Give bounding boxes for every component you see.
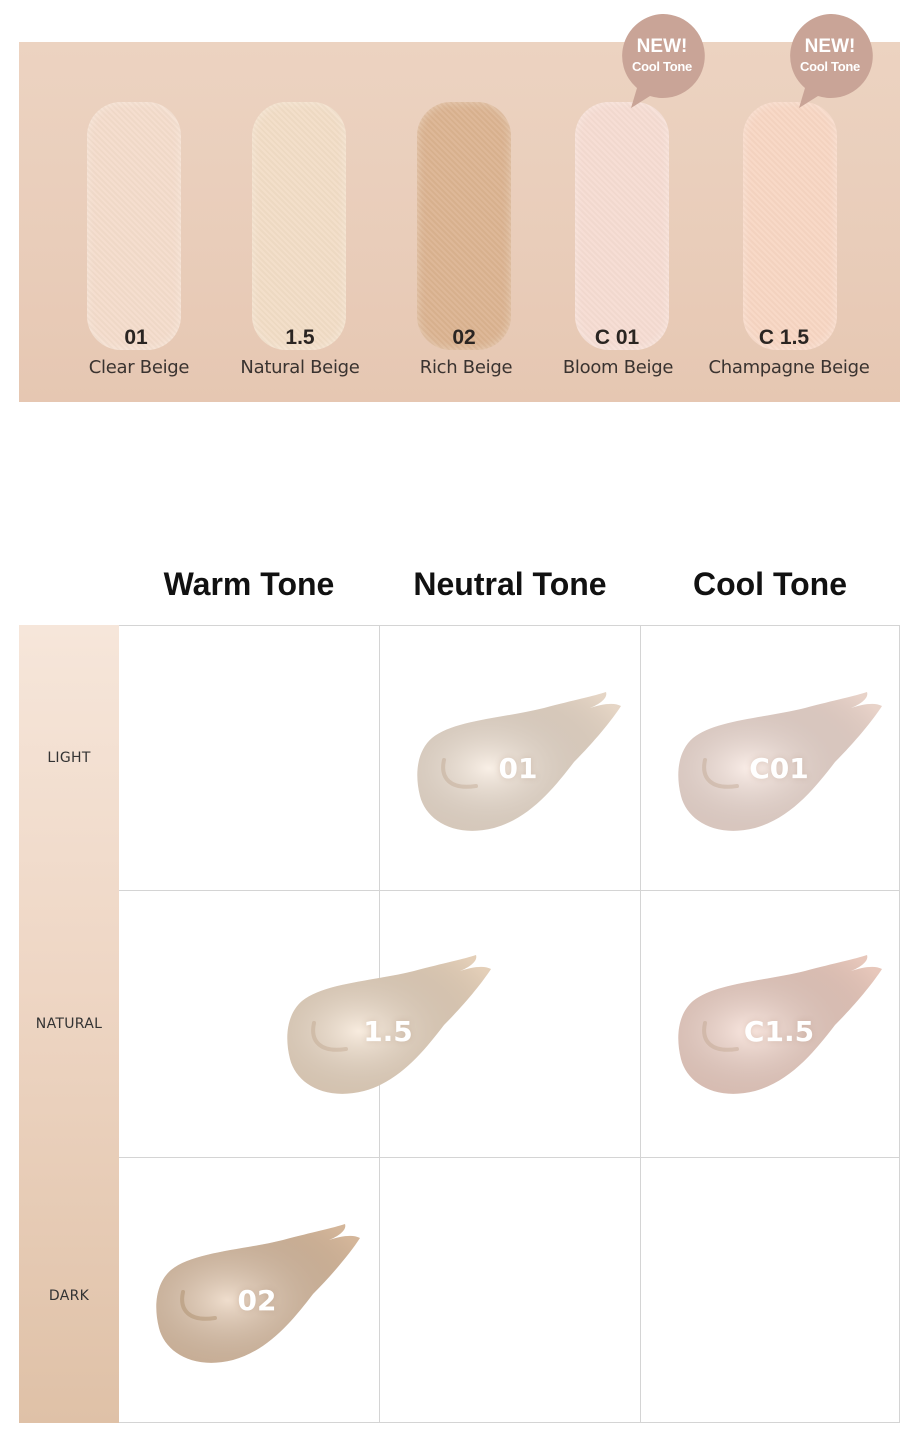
smear-label: 1.5 — [363, 1015, 413, 1048]
row-label-natural: NATURAL — [35, 1016, 103, 1032]
shade-name: Clear Beige — [88, 357, 190, 378]
shade-name: Bloom Beige — [562, 357, 674, 378]
shade-code: C 1.5 — [758, 326, 810, 349]
grid-line — [119, 890, 900, 891]
column-header-cool: Cool Tone — [692, 566, 848, 602]
swatch-1-5 — [252, 102, 346, 350]
new-cool-tone-badge: NEW! Cool Tone — [619, 14, 705, 110]
smear-label: 01 — [498, 752, 538, 785]
smear-label: 02 — [237, 1284, 277, 1317]
smear-c01: C01 — [675, 690, 885, 835]
grid-line — [119, 1422, 900, 1423]
new-cool-tone-badge: NEW! Cool Tone — [787, 14, 873, 110]
row-label-light: LIGHT — [47, 750, 91, 766]
swatch-c01 — [575, 102, 669, 350]
grid-line — [899, 625, 900, 1423]
badge-tone-text: Cool Tone — [632, 59, 692, 74]
swatch-01 — [87, 102, 181, 350]
shade-name: Champagne Beige — [708, 357, 870, 378]
shade-code: 02 — [452, 326, 476, 349]
column-header-warm: Warm Tone — [163, 566, 335, 602]
grid-line — [119, 625, 900, 626]
smear-02: 02 — [153, 1222, 363, 1367]
swatch-02 — [417, 102, 511, 350]
grid-line — [640, 625, 641, 1423]
badge-new-text: NEW! — [636, 36, 688, 57]
swatch-panel: 01 1.5 02 C 01 C 1.5 Clear Beige Natural… — [19, 14, 900, 402]
shade-name: Natural Beige — [240, 357, 360, 378]
badge-new-text: NEW! — [804, 36, 856, 57]
grid-line — [119, 1157, 900, 1158]
smear-c1-5: C1.5 — [675, 953, 885, 1098]
shade-code: 01 — [124, 326, 148, 349]
smear-1-5: 1.5 — [284, 953, 494, 1098]
depth-gradient-bar — [19, 625, 119, 1423]
badge-tone-text: Cool Tone — [800, 59, 860, 74]
shade-name: Rich Beige — [419, 357, 513, 378]
smear-label: C01 — [749, 752, 809, 785]
shade-code: 1.5 — [285, 326, 315, 349]
column-header-neutral: Neutral Tone — [413, 566, 607, 602]
swatch-c1-5 — [743, 102, 837, 350]
row-label-dark: DARK — [48, 1288, 90, 1304]
smear-label: C1.5 — [743, 1015, 815, 1048]
shade-code: C 01 — [594, 326, 640, 349]
smear-01: 01 — [414, 690, 624, 835]
